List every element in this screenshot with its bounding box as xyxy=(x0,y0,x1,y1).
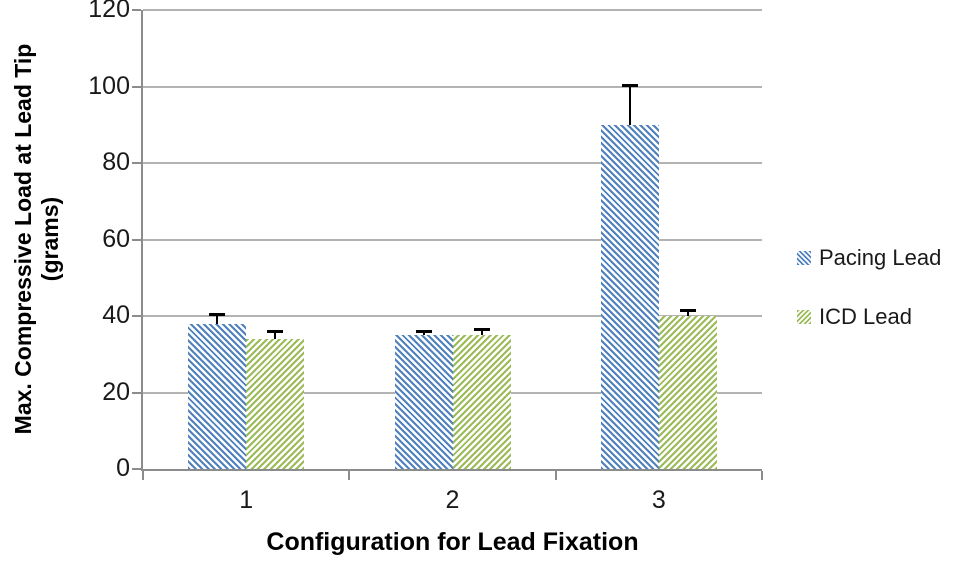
y-tick-mark-80 xyxy=(132,162,141,164)
y-tick-mark-0 xyxy=(132,468,141,470)
error-bar-icd-lead-config-3 xyxy=(679,309,696,316)
x-tick-mark-0 xyxy=(142,471,144,480)
y-tick-mark-40 xyxy=(132,315,141,317)
bar-icd-lead-config-3 xyxy=(658,316,717,469)
y-tick-label-60: 60 xyxy=(102,224,130,253)
bar-icd-lead-config-2 xyxy=(452,335,511,469)
error-bar-pacing-lead-config-2 xyxy=(415,330,432,336)
bar-icd-lead-config-1 xyxy=(246,338,305,469)
legend-item-icd-lead: ICD Lead xyxy=(797,304,941,330)
y-tick-mark-20 xyxy=(132,391,141,394)
y-tick-mark-100 xyxy=(132,85,141,88)
x-tick-mark-2 xyxy=(554,471,557,480)
y-axis-title: Max. Compressive Load at Lead Tip (grams… xyxy=(10,0,64,479)
legend-item-pacing-lead: Pacing Lead xyxy=(797,245,941,271)
y-tick-label-40: 40 xyxy=(102,301,130,329)
y-tick-label-20: 20 xyxy=(102,377,130,406)
plot-area xyxy=(132,9,763,480)
error-bar-pacing-lead-config-3 xyxy=(621,83,638,126)
legend-label-pacing-lead: Pacing Lead xyxy=(819,245,942,270)
x-axis-line xyxy=(141,469,762,471)
y-tick-label-100: 100 xyxy=(88,71,130,100)
x-axis-title: Configuration for Lead Fixation xyxy=(266,528,639,556)
y-tick-mark-120 xyxy=(132,9,141,11)
gridline-80 xyxy=(143,162,762,164)
pacing-lead-hatch-swatch-icon xyxy=(797,251,811,265)
x-tick-label-1: 1 xyxy=(239,486,254,514)
icd-lead-hatch-swatch-icon xyxy=(797,310,811,324)
y-tick-label-80: 80 xyxy=(102,148,130,176)
gridline-40 xyxy=(143,315,762,317)
x-tick-label-3: 3 xyxy=(651,486,666,514)
error-bar-icd-lead-config-2 xyxy=(473,328,490,335)
legend-label-icd-lead: ICD Lead xyxy=(819,304,912,329)
y-axis-line xyxy=(141,10,143,469)
x-tick-mark-3 xyxy=(761,471,763,480)
x-tick-label-2: 2 xyxy=(445,486,460,514)
y-tick-label-0: 0 xyxy=(116,454,130,482)
gridline-60 xyxy=(143,238,762,241)
gridline-120 xyxy=(143,9,762,11)
error-bar-pacing-lead-config-1 xyxy=(209,313,226,324)
bar-pacing-lead-config-1 xyxy=(188,323,247,469)
bar-pacing-lead-config-3 xyxy=(600,124,659,469)
legend: Pacing Lead ICD Lead xyxy=(797,245,941,363)
y-axis-title-line1: Max. Compressive Load at Lead Tip xyxy=(10,43,36,435)
gridline-100 xyxy=(143,85,762,88)
bar-pacing-lead-config-2 xyxy=(394,335,453,469)
error-bar-icd-lead-config-1 xyxy=(267,330,284,339)
y-tick-mark-60 xyxy=(132,238,141,241)
x-tick-mark-1 xyxy=(348,471,351,480)
y-tick-label-120: 120 xyxy=(88,0,130,23)
